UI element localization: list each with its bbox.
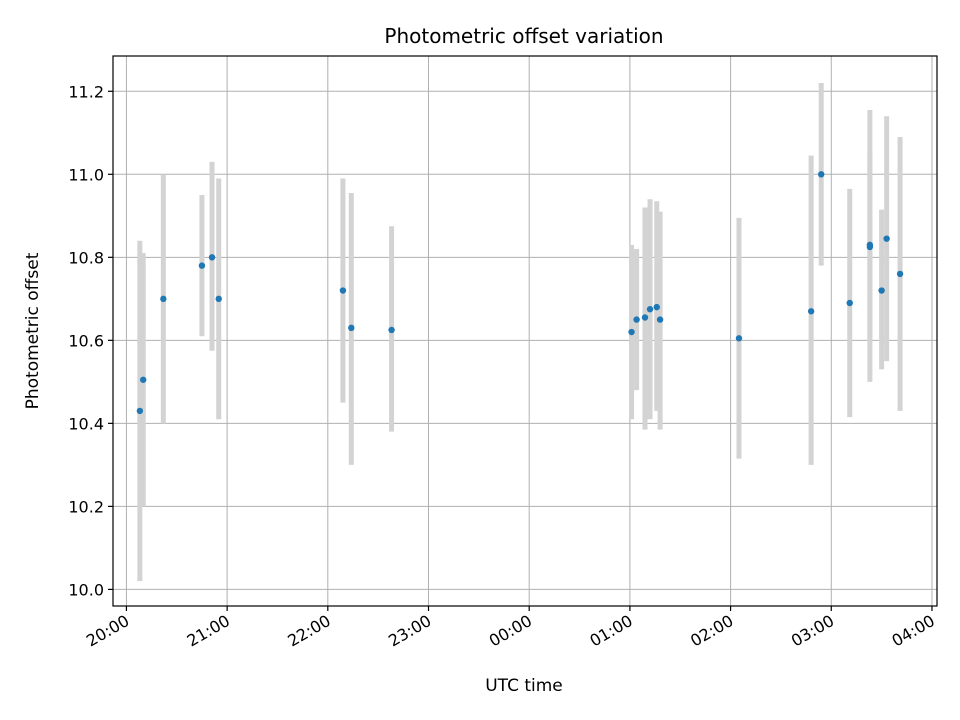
y-axis-label: Photometric offset <box>23 252 43 409</box>
y-tick-label: 10.8 <box>68 248 104 267</box>
x-tick-label: 22:00 <box>284 611 333 651</box>
data-point <box>628 328 635 336</box>
x-axis-label: UTC time <box>485 676 563 696</box>
data-point <box>208 254 216 261</box>
data-point <box>656 316 664 323</box>
y-tick-label: 11.2 <box>68 82 104 101</box>
x-tick-label: 01:00 <box>586 611 635 651</box>
data-point <box>653 303 660 311</box>
data-point <box>641 314 649 321</box>
y-tick-label: 10.0 <box>68 580 104 599</box>
y-tick-label: 11.0 <box>68 165 104 184</box>
x-tick-label: 23:00 <box>385 611 434 651</box>
data-point <box>896 270 904 278</box>
data-point <box>215 295 222 303</box>
data-point <box>198 262 206 269</box>
data-point <box>140 376 147 383</box>
data-point <box>388 326 395 334</box>
chart-title: Photometric offset variation <box>384 24 663 48</box>
data-point <box>735 335 743 342</box>
y-tick-label: 10.2 <box>68 497 104 516</box>
data-point <box>878 287 885 294</box>
data-point <box>866 243 874 251</box>
x-tick-label: 03:00 <box>788 611 837 651</box>
data-point <box>633 316 640 323</box>
x-tick-label: 00:00 <box>486 611 535 651</box>
x-tick-label: 21:00 <box>184 611 233 651</box>
y-axis: 10.0 10.2 10.4 10.6 10.8 11.0 11.2 <box>68 82 113 599</box>
data-point <box>160 295 167 303</box>
plot-frame <box>112 55 938 607</box>
data-point <box>818 171 825 178</box>
x-tick-label: 20:00 <box>83 611 132 651</box>
data-point <box>846 299 853 307</box>
data-point <box>807 308 815 315</box>
y-tick-label: 10.4 <box>68 414 104 433</box>
y-tick-label: 10.6 <box>68 331 104 350</box>
x-tick-label: 04:00 <box>889 611 938 651</box>
x-tick-label: 02:00 <box>687 611 736 651</box>
data-point <box>646 306 654 313</box>
data-point <box>339 287 347 294</box>
data-point <box>348 324 355 332</box>
data-points <box>136 171 904 415</box>
x-axis: 20:00 21:00 22:00 23:00 00:00 01:00 02:00 03:00… <box>83 606 938 651</box>
data-point <box>883 235 890 242</box>
data-point <box>136 407 144 415</box>
